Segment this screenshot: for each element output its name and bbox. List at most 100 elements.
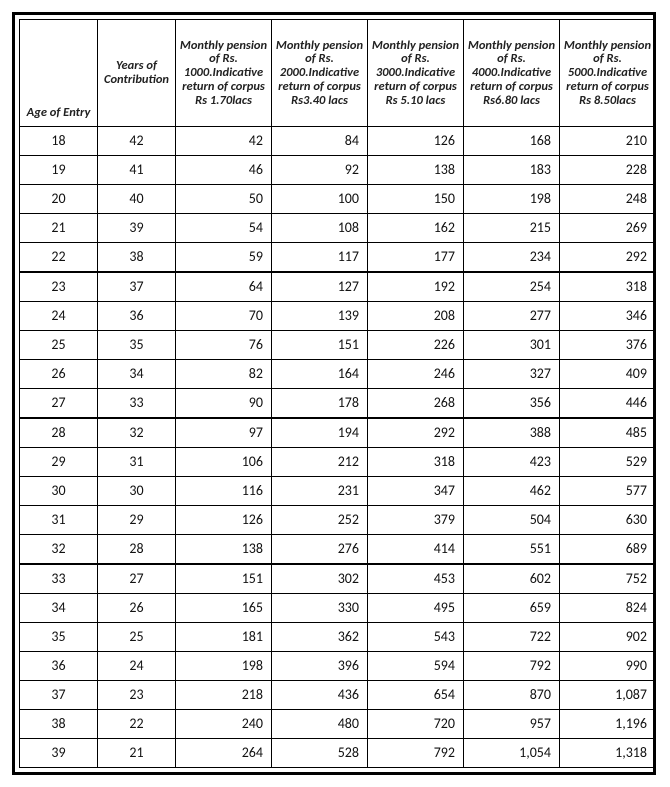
table-row: 223859117177234292 — [20, 243, 656, 273]
cell-p3000: 379 — [368, 506, 464, 535]
table-row: 204050100150198248 — [20, 185, 656, 214]
cell-age: 33 — [20, 564, 98, 594]
col-header-years: Years of Contribution — [98, 20, 176, 127]
cell-p1000: 50 — [176, 185, 272, 214]
cell-p4000: 462 — [464, 477, 560, 506]
cell-p1000: 46 — [176, 156, 272, 185]
cell-p2000: 480 — [272, 710, 368, 739]
cell-p1000: 181 — [176, 623, 272, 652]
cell-years: 42 — [98, 127, 176, 156]
cell-p5000: 824 — [560, 594, 656, 623]
cell-p5000: 485 — [560, 418, 656, 448]
cell-p5000: 318 — [560, 272, 656, 302]
cell-p3000: 654 — [368, 681, 464, 710]
cell-p4000: 504 — [464, 506, 560, 535]
cell-p5000: 228 — [560, 156, 656, 185]
cell-age: 39 — [20, 739, 98, 768]
cell-p2000: 362 — [272, 623, 368, 652]
col-header-p3000: Monthly pension of Rs. 3000.Indicative r… — [368, 20, 464, 127]
table-row: 3327151302453602752 — [20, 564, 656, 594]
table-row: 3030116231347462577 — [20, 477, 656, 506]
cell-p3000: 138 — [368, 156, 464, 185]
cell-p3000: 594 — [368, 652, 464, 681]
cell-age: 35 — [20, 623, 98, 652]
cell-p5000: 446 — [560, 389, 656, 419]
cell-p4000: 215 — [464, 214, 560, 243]
cell-p3000: 453 — [368, 564, 464, 594]
table-row: 3426165330495659824 — [20, 594, 656, 623]
cell-p2000: 151 — [272, 331, 368, 360]
cell-years: 34 — [98, 360, 176, 389]
cell-p4000: 722 — [464, 623, 560, 652]
table-row: 19414692138183228 — [20, 156, 656, 185]
cell-p4000: 327 — [464, 360, 560, 389]
cell-p2000: 330 — [272, 594, 368, 623]
cell-p3000: 792 — [368, 739, 464, 768]
cell-years: 36 — [98, 302, 176, 331]
cell-p3000: 192 — [368, 272, 464, 302]
table-row: 3129126252379504630 — [20, 506, 656, 535]
cell-p1000: 70 — [176, 302, 272, 331]
cell-age: 19 — [20, 156, 98, 185]
header-row: Age of Entry Years of Contribution Month… — [20, 20, 656, 127]
cell-p2000: 528 — [272, 739, 368, 768]
cell-p2000: 436 — [272, 681, 368, 710]
cell-years: 39 — [98, 214, 176, 243]
cell-years: 38 — [98, 243, 176, 273]
table-row: 213954108162215269 — [20, 214, 656, 243]
table-row: 273390178268356446 — [20, 389, 656, 419]
cell-age: 23 — [20, 272, 98, 302]
cell-p4000: 234 — [464, 243, 560, 273]
cell-p1000: 116 — [176, 477, 272, 506]
cell-p2000: 127 — [272, 272, 368, 302]
table-row: 233764127192254318 — [20, 272, 656, 302]
cell-p2000: 164 — [272, 360, 368, 389]
cell-age: 30 — [20, 477, 98, 506]
cell-p4000: 602 — [464, 564, 560, 594]
cell-p4000: 388 — [464, 418, 560, 448]
cell-p4000: 957 — [464, 710, 560, 739]
cell-p1000: 198 — [176, 652, 272, 681]
table-row: 253576151226301376 — [20, 331, 656, 360]
cell-age: 37 — [20, 681, 98, 710]
cell-p4000: 423 — [464, 448, 560, 477]
cell-years: 24 — [98, 652, 176, 681]
cell-p1000: 54 — [176, 214, 272, 243]
cell-p5000: 630 — [560, 506, 656, 535]
cell-age: 36 — [20, 652, 98, 681]
cell-p1000: 97 — [176, 418, 272, 448]
cell-years: 25 — [98, 623, 176, 652]
cell-p1000: 64 — [176, 272, 272, 302]
cell-p1000: 82 — [176, 360, 272, 389]
table-row: 3525181362543722902 — [20, 623, 656, 652]
cell-p4000: 198 — [464, 185, 560, 214]
cell-p3000: 246 — [368, 360, 464, 389]
cell-p2000: 194 — [272, 418, 368, 448]
cell-p2000: 231 — [272, 477, 368, 506]
cell-p1000: 59 — [176, 243, 272, 273]
cell-p2000: 302 — [272, 564, 368, 594]
cell-p4000: 792 — [464, 652, 560, 681]
cell-p2000: 178 — [272, 389, 368, 419]
cell-p5000: 248 — [560, 185, 656, 214]
cell-p1000: 42 — [176, 127, 272, 156]
cell-p3000: 318 — [368, 448, 464, 477]
cell-p5000: 1,087 — [560, 681, 656, 710]
table-row: 243670139208277346 — [20, 302, 656, 331]
cell-age: 22 — [20, 243, 98, 273]
pension-table: Age of Entry Years of Contribution Month… — [19, 19, 656, 768]
cell-p3000: 292 — [368, 418, 464, 448]
table-row: 37232184366548701,087 — [20, 681, 656, 710]
col-header-p5000: Monthly pension of Rs. 5000.Indicative r… — [560, 20, 656, 127]
cell-p4000: 356 — [464, 389, 560, 419]
cell-p2000: 92 — [272, 156, 368, 185]
cell-years: 28 — [98, 535, 176, 565]
cell-p3000: 177 — [368, 243, 464, 273]
cell-p4000: 301 — [464, 331, 560, 360]
cell-p3000: 543 — [368, 623, 464, 652]
cell-p2000: 396 — [272, 652, 368, 681]
cell-p1000: 76 — [176, 331, 272, 360]
cell-p3000: 150 — [368, 185, 464, 214]
cell-p5000: 210 — [560, 127, 656, 156]
cell-age: 31 — [20, 506, 98, 535]
